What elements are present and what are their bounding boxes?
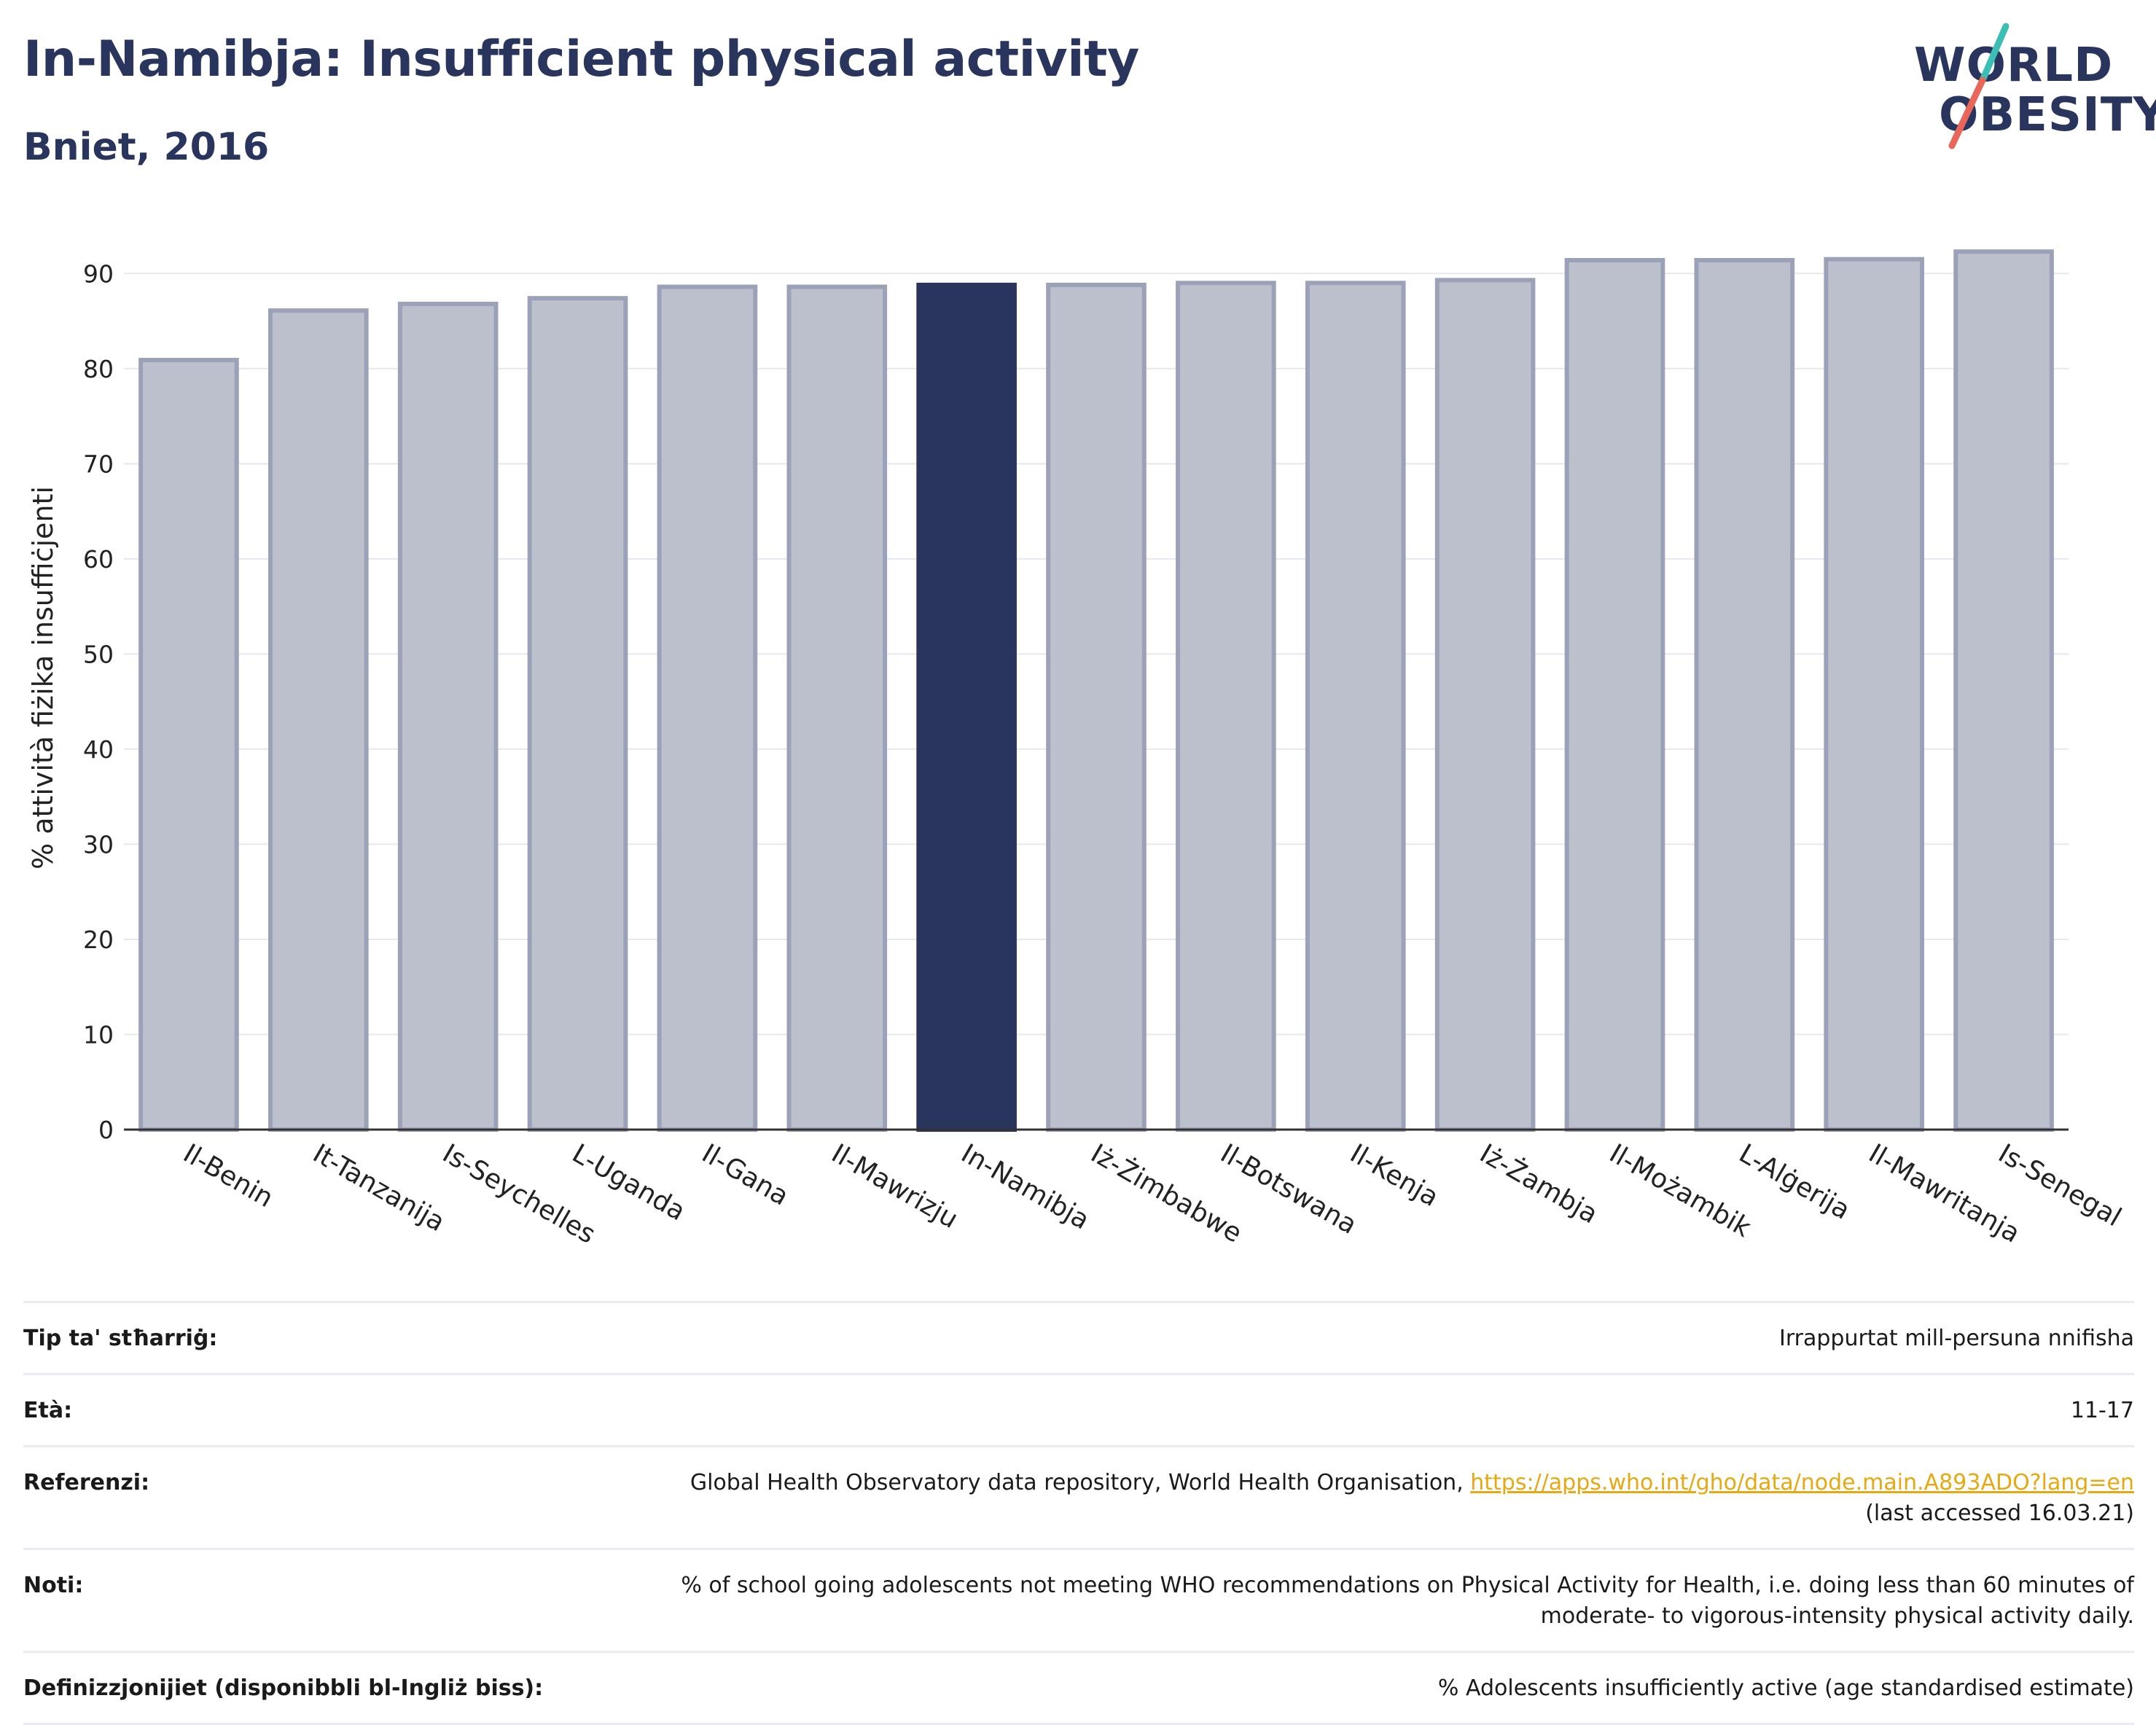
x-tick-label: It-Tanzanija (308, 1138, 450, 1237)
chart-subtitle: Bniet, 2016 (23, 125, 270, 169)
bar (1694, 257, 1795, 1132)
y-axis-label: % attività fiżika insuffiċjenti (27, 486, 59, 869)
y-tick-label: 20 (83, 926, 114, 954)
x-tick-label: Il-Gana (697, 1138, 794, 1211)
bar (1953, 249, 2054, 1133)
meta-row-definitions: Definizzjonijiet (disponibbli bl-Ingliż … (23, 1651, 2134, 1725)
y-tick-label: 90 (83, 259, 114, 288)
bar (1564, 257, 1665, 1132)
meta-row-notes: Noti: % of school going adolescents not … (23, 1548, 2134, 1651)
logo-slash-icon (1948, 23, 2009, 149)
y-tick-label: 80 (83, 355, 114, 383)
bar (397, 302, 499, 1132)
meta-label: Tip ta' stħarriġ: (23, 1326, 218, 1351)
meta-value: Global Health Observatory data repositor… (690, 1468, 2134, 1529)
y-tick-label: 0 (98, 1116, 114, 1144)
x-tick-label: Il-Kenja (1345, 1138, 1443, 1213)
bar (267, 308, 369, 1132)
logo-line-1: WORLD (1914, 39, 2114, 93)
x-tick-label: Il-Benin (178, 1138, 278, 1213)
meta-label: Definizzjonijiet (disponibbli bl-Ingliż … (23, 1675, 544, 1701)
bar (786, 284, 888, 1132)
metadata-table: Tip ta' stħarriġ: Irrappurtat mill-persu… (23, 1301, 2134, 1725)
meta-label: Età: (23, 1398, 73, 1423)
x-tick-label: Il-Mawrizju (827, 1138, 963, 1235)
x-tick-label: L-Alġerija (1734, 1138, 1855, 1226)
meta-row-references: Referenzi: Global Health Observatory dat… (23, 1445, 2134, 1548)
bar (1176, 281, 1276, 1132)
meta-value: % Adolescents insufficiently active (age… (1437, 1675, 2134, 1701)
x-tick-label: Il-Możambik (1604, 1138, 1756, 1243)
y-tick-label: 60 (83, 545, 114, 574)
bar (138, 358, 239, 1132)
x-tick-label: In-Namibja (956, 1138, 1095, 1235)
meta-row-survey-type: Tip ta' stħarriġ: Irrappurtat mill-persu… (23, 1301, 2134, 1373)
y-tick-label: 30 (83, 830, 114, 858)
bar (1046, 282, 1147, 1133)
bar (657, 284, 758, 1132)
y-tick-label: 50 (83, 640, 114, 668)
chart-title: In-Namibja: Insufficient physical activi… (23, 31, 1139, 88)
world-obesity-logo: WORLD OBESITY (1904, 20, 2156, 152)
bar-chart: 0 10 20 30 40 50 60 70 80 90 Il-Benin It-Tanzanija I… (27, 249, 2126, 1250)
meta-value: 11-17 (2070, 1398, 2134, 1423)
y-tick-label: 10 (83, 1020, 114, 1049)
bar (1305, 281, 1406, 1132)
meta-label: Noti: (23, 1573, 84, 1598)
bar (1824, 257, 1925, 1133)
reference-text: Global Health Observatory data repositor… (690, 1470, 1471, 1495)
bar (1434, 278, 1536, 1132)
meta-value: Irrappurtat mill-persuna nnifisha (1778, 1326, 2134, 1351)
x-tick-label: Iż-Żambja (1475, 1138, 1603, 1229)
y-tick-label: 40 (83, 735, 114, 764)
bar (527, 296, 628, 1133)
reference-link[interactable]: https://apps.who.int/gho/data/node.main.… (1470, 1470, 2134, 1495)
x-tick-label: L-Uganda (567, 1138, 690, 1227)
bar (916, 282, 1017, 1133)
meta-value: % of school going adolescents not meetin… (681, 1573, 2134, 1629)
meta-row-age: Età: 11-17 (23, 1373, 2134, 1445)
reference-accessed: (last accessed 16.03.21) (1865, 1501, 2134, 1526)
meta-label: Referenzi: (23, 1470, 150, 1495)
y-tick-label: 70 (83, 450, 114, 478)
